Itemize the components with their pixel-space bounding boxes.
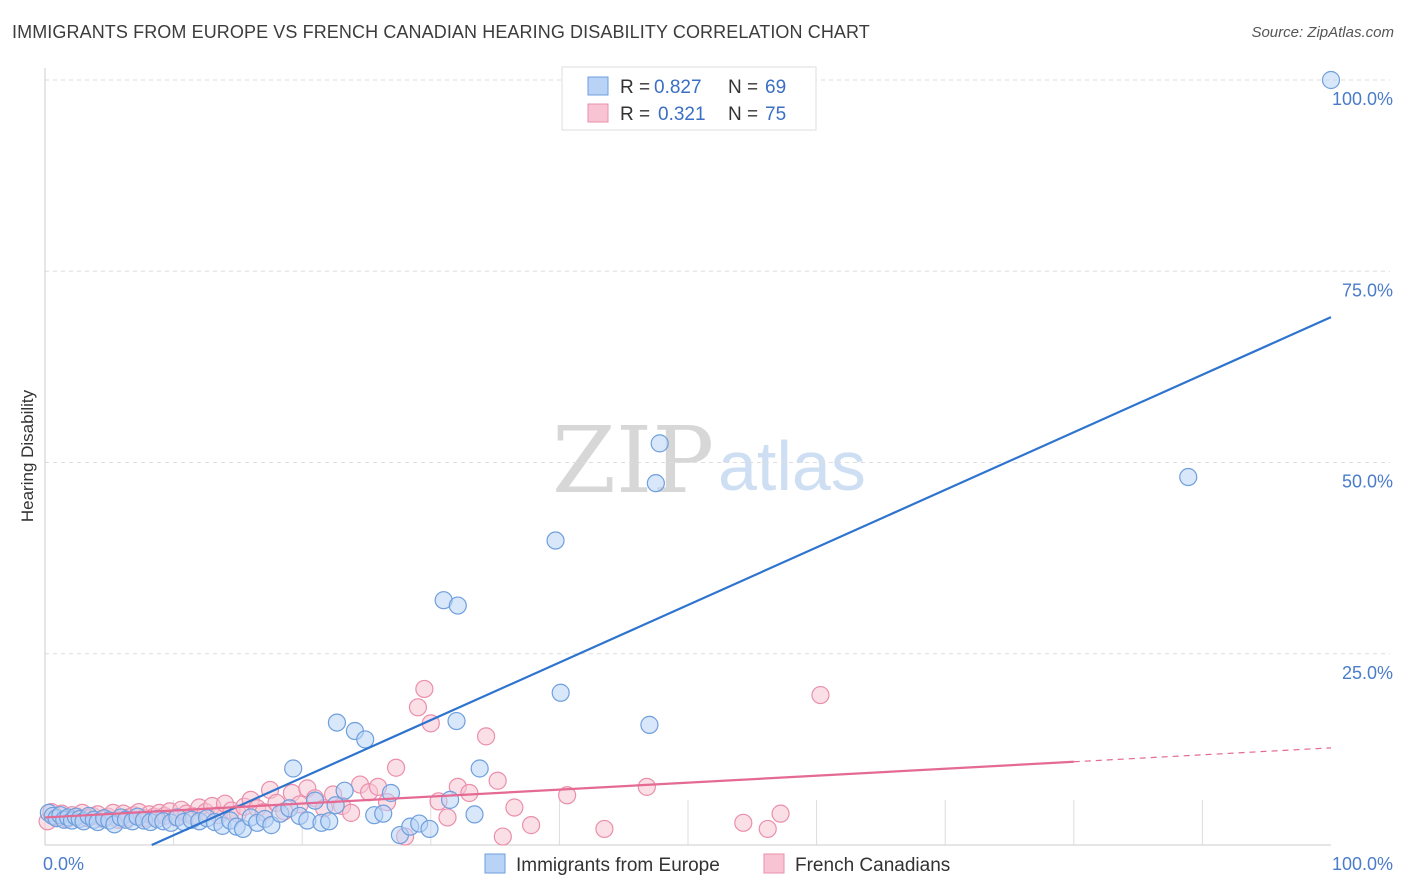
data-point xyxy=(493,827,512,846)
legend-swatch-pink xyxy=(587,103,609,123)
legend-r-value-pink: 0.321 xyxy=(658,104,706,125)
watermark-atlas: atlas xyxy=(718,427,866,505)
data-point xyxy=(646,474,665,493)
legend-bottom-swatch-blue xyxy=(484,853,506,874)
legend-bottom-swatch-pink xyxy=(763,853,785,874)
y-tick-label: 100.0% xyxy=(1332,89,1393,109)
data-point xyxy=(448,596,467,615)
trend-line-french-canadians-extension xyxy=(1073,747,1332,763)
legend-r-label-pink: R = xyxy=(620,104,650,125)
data-point xyxy=(335,781,354,800)
legend-bottom: Immigrants from Europe French Canadians xyxy=(484,853,950,876)
source-credit: Source: ZipAtlas.com xyxy=(1251,24,1394,41)
data-point xyxy=(447,711,466,731)
legend-n-value-pink: 75 xyxy=(765,104,786,125)
legend-r-value-blue: 0.827 xyxy=(654,77,702,98)
data-point xyxy=(438,808,457,827)
trend-line-french-canadians xyxy=(44,760,1074,819)
data-point xyxy=(374,804,393,823)
legend-n-label-pink: N = xyxy=(728,104,758,125)
data-point xyxy=(408,698,428,717)
data-point xyxy=(476,727,496,746)
axes: 25.0% 50.0% 75.0% 100.0% 0.0% 100.0% xyxy=(43,68,1393,874)
data-point xyxy=(1179,467,1198,487)
y-tick-label: 50.0% xyxy=(1342,472,1393,492)
data-point xyxy=(326,796,345,815)
data-point xyxy=(637,777,656,796)
data-point xyxy=(327,713,347,732)
data-point xyxy=(465,805,484,824)
data-point xyxy=(356,730,375,749)
data-point xyxy=(758,819,777,839)
x-tick-label: 0.0% xyxy=(43,854,84,874)
legend-bottom-label-blue: Immigrants from Europe xyxy=(516,855,720,876)
data-point xyxy=(1321,70,1341,90)
data-point xyxy=(488,771,507,790)
data-point xyxy=(546,531,565,550)
data-point xyxy=(420,819,439,839)
data-point xyxy=(470,759,489,778)
data-point xyxy=(558,786,577,805)
y-axis-title: Hearing Disability xyxy=(18,389,37,522)
trend-lines xyxy=(44,316,1332,847)
data-point xyxy=(386,758,406,777)
legend-r-label-blue: R = xyxy=(620,77,650,98)
chart-title: IMMIGRANTS FROM EUROPE VS FRENCH CANADIA… xyxy=(12,22,870,42)
legend-top: R = 0.827 N = 69 R = 0.321 N = 75 xyxy=(561,66,817,131)
data-point xyxy=(284,759,303,778)
legend-bottom-label-pink: French Canadians xyxy=(795,855,950,876)
data-point xyxy=(522,816,541,835)
data-point xyxy=(811,685,830,705)
data-point xyxy=(650,434,669,453)
data-point xyxy=(415,679,434,699)
data-point xyxy=(460,783,479,803)
grid-lines xyxy=(45,79,1390,845)
data-point xyxy=(595,819,614,839)
x-tick-label: 100.0% xyxy=(1332,854,1393,874)
y-tick-label: 75.0% xyxy=(1342,280,1393,300)
legend-n-value-blue: 69 xyxy=(765,77,786,98)
data-point xyxy=(381,783,401,803)
data-point xyxy=(505,798,524,817)
data-point xyxy=(551,683,570,702)
data-point xyxy=(771,804,790,823)
y-tick-label: 25.0% xyxy=(1342,663,1393,683)
data-point xyxy=(305,791,325,810)
legend-n-label-blue: N = xyxy=(728,77,758,98)
trend-line-immigrants-from-europe xyxy=(151,316,1332,847)
data-point xyxy=(640,715,659,734)
data-point xyxy=(320,812,339,831)
data-point xyxy=(341,803,361,822)
data-point xyxy=(734,813,753,832)
watermark-zip: ZIP xyxy=(552,407,714,514)
legend-swatch-blue xyxy=(587,76,609,96)
data-point xyxy=(440,790,460,809)
